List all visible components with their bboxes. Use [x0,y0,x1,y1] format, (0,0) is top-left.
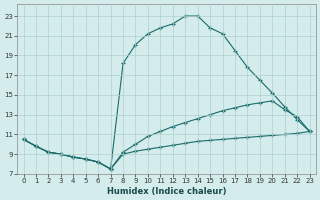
X-axis label: Humidex (Indice chaleur): Humidex (Indice chaleur) [107,187,226,196]
